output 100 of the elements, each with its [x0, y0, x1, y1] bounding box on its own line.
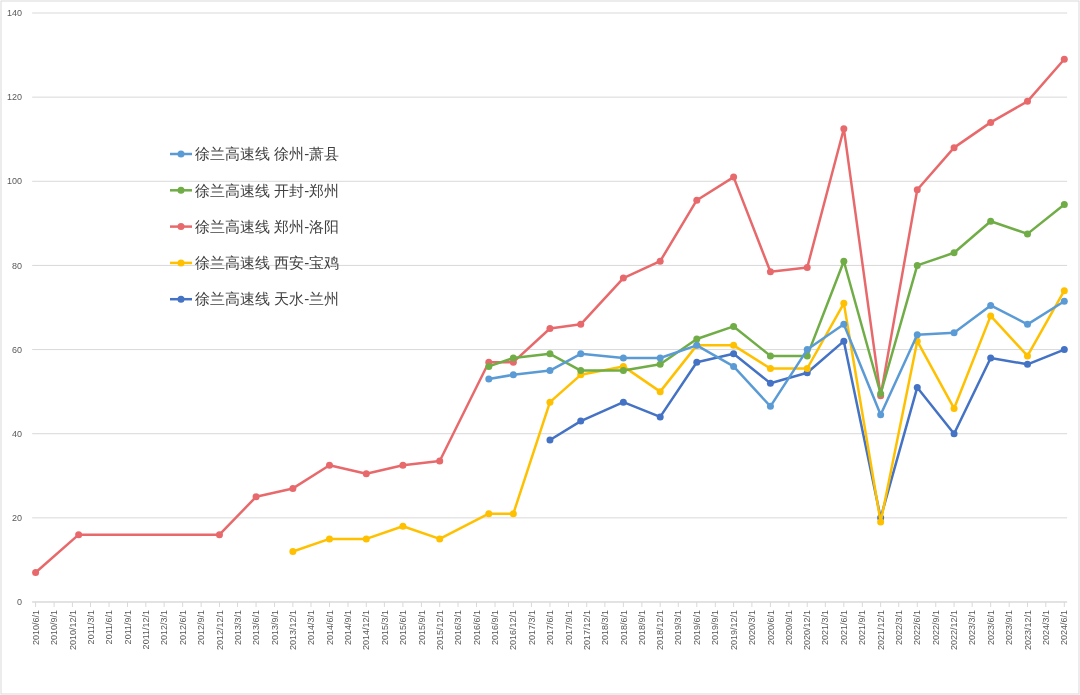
- x-tick-label: 2011/6/1: [104, 610, 115, 645]
- point: [509, 371, 517, 379]
- x-tick-label: 2016/9/1: [490, 610, 501, 646]
- x-tick-label: 2010/6/1: [30, 610, 41, 646]
- point: [766, 379, 774, 387]
- point: [546, 367, 554, 375]
- point: [693, 196, 701, 204]
- x-tick-label: 2014/9/1: [343, 610, 354, 646]
- point: [766, 365, 774, 372]
- point: [987, 301, 995, 309]
- point: [436, 535, 444, 543]
- point: [656, 354, 664, 362]
- point: [546, 325, 554, 333]
- point: [509, 354, 517, 362]
- point: [803, 346, 811, 354]
- y-tick-label: 0: [16, 597, 22, 608]
- y-tick-label: 40: [11, 428, 22, 439]
- x-tick-label: 2015/9/1: [416, 610, 427, 646]
- x-tick-label: 2022/3/1: [893, 610, 904, 646]
- x-tick-label: 2020/12/1: [802, 610, 813, 651]
- x-tick-label: 2013/3/1: [232, 610, 243, 646]
- x-tick-label: 2019/3/1: [673, 610, 684, 646]
- point: [840, 125, 848, 133]
- legend-label: 徐兰高速线 郑州-洛阳: [195, 217, 340, 235]
- x-tick-label: 2017/9/1: [563, 610, 574, 646]
- point: [877, 411, 885, 419]
- point: [803, 365, 811, 372]
- x-tick-label: 2023/3/1: [967, 610, 978, 646]
- point: [252, 493, 260, 501]
- point: [987, 118, 995, 126]
- x-tick-label: 2018/9/1: [637, 610, 648, 646]
- x-tick-label: 2023/6/1: [985, 610, 996, 646]
- x-tick-label: 2013/6/1: [251, 610, 262, 646]
- point: [32, 569, 40, 577]
- point: [840, 299, 848, 307]
- x-tick-label: 2014/6/1: [324, 610, 335, 646]
- point: [1060, 55, 1068, 63]
- point: [693, 358, 701, 366]
- point: [1023, 352, 1031, 360]
- point: [577, 320, 585, 328]
- x-tick-label: 2017/3/1: [526, 610, 537, 646]
- point: [485, 362, 493, 370]
- legend-label: 徐兰高速线 西安-宝鸡: [195, 254, 340, 272]
- point: [950, 249, 958, 257]
- y-tick-label: 20: [11, 513, 22, 524]
- x-tick-label: 2014/3/1: [306, 610, 317, 646]
- point: [546, 398, 554, 406]
- point: [1023, 320, 1031, 328]
- point: [485, 375, 493, 383]
- x-tick-label: 2016/3/1: [453, 610, 464, 646]
- point: [577, 367, 585, 375]
- point: [362, 470, 370, 478]
- point: [730, 350, 738, 358]
- x-tick-label: 2011/3/1: [85, 610, 96, 645]
- x-tick-label: 2022/6/1: [912, 610, 923, 646]
- point: [325, 461, 333, 469]
- x-tick-label: 2020/6/1: [765, 610, 776, 646]
- point: [75, 531, 83, 539]
- point: [1060, 287, 1068, 295]
- point: [730, 173, 738, 181]
- legend-label: 徐兰高速线 徐州-萧县: [195, 145, 340, 163]
- x-tick-label: 2021/3/1: [820, 610, 831, 646]
- x-tick-label: 2019/12/1: [728, 610, 739, 651]
- point: [399, 461, 407, 469]
- point: [766, 352, 774, 360]
- point: [619, 354, 627, 362]
- x-tick-label: 2021/9/1: [857, 610, 868, 646]
- point: [803, 264, 811, 272]
- point: [1023, 360, 1031, 368]
- point: [766, 268, 774, 276]
- point: [840, 257, 848, 265]
- point: [325, 535, 333, 543]
- x-tick-label: 2021/12/1: [875, 610, 886, 651]
- point: [1023, 230, 1031, 238]
- x-tick-label: 2010/12/1: [67, 610, 78, 651]
- x-tick-label: 2023/9/1: [1004, 610, 1015, 646]
- x-tick-label: 2013/9/1: [269, 610, 280, 646]
- point: [987, 354, 995, 362]
- point: [577, 417, 585, 425]
- point: [840, 320, 848, 328]
- x-tick-label: 2011/9/1: [122, 610, 133, 645]
- point: [289, 548, 297, 556]
- point: [913, 186, 921, 194]
- point: [577, 350, 585, 358]
- x-tick-label: 2014/12/1: [361, 610, 372, 651]
- x-tick-label: 2015/3/1: [379, 610, 390, 646]
- x-tick-label: 2024/6/1: [1059, 610, 1070, 646]
- y-tick-label: 140: [6, 8, 22, 19]
- point: [1023, 97, 1031, 105]
- x-tick-label: 2022/9/1: [930, 610, 941, 646]
- x-tick-label: 2020/9/1: [784, 610, 795, 646]
- point: [399, 522, 407, 530]
- point: [730, 362, 738, 370]
- point: [730, 322, 738, 330]
- legend-label: 徐兰高速线 开封-郑州: [195, 181, 340, 199]
- point: [950, 404, 958, 412]
- point: [913, 331, 921, 339]
- x-tick-label: 2012/3/1: [159, 610, 170, 646]
- x-tick-label: 2017/6/1: [545, 610, 556, 646]
- point: [619, 274, 627, 282]
